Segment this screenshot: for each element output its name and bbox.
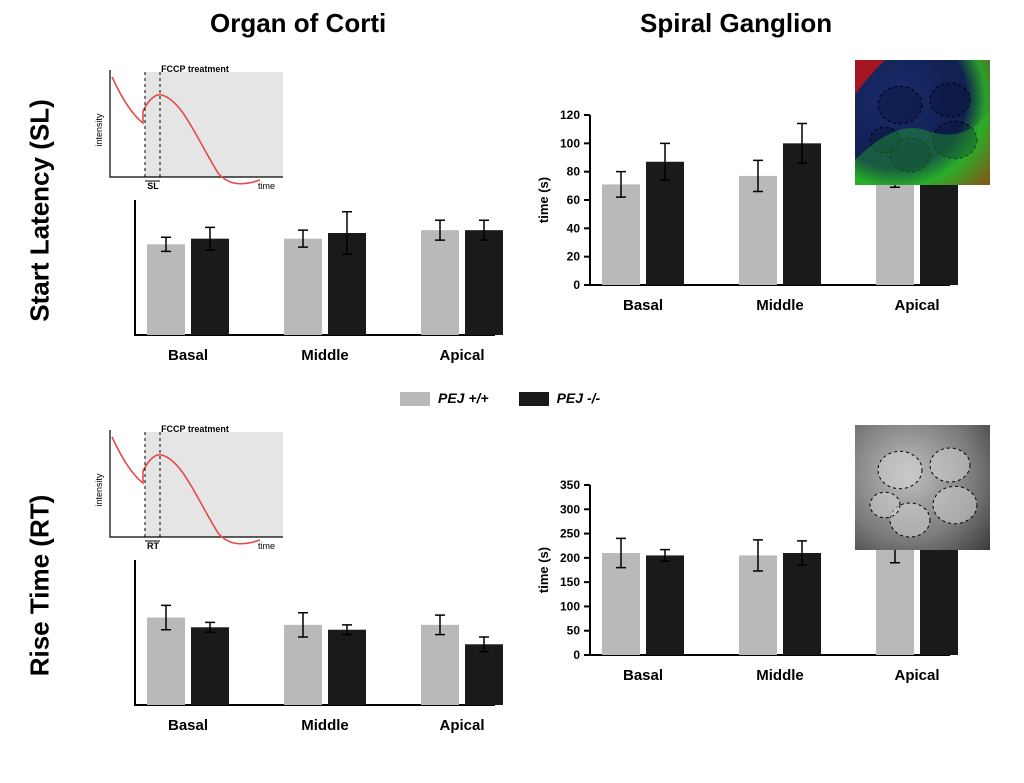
inset-curve-sl: intensity time SL FCCP treatment: [90, 60, 290, 200]
svg-text:120: 120: [560, 110, 580, 122]
legend-swatch-wt: [400, 392, 430, 406]
svg-text:Apical: Apical: [439, 717, 484, 734]
svg-text:Basal: Basal: [168, 347, 208, 364]
svg-text:350: 350: [560, 480, 580, 492]
svg-text:150: 150: [560, 575, 580, 589]
svg-text:FCCP treatment: FCCP treatment: [161, 424, 229, 434]
svg-text:Apical: Apical: [894, 667, 939, 684]
inset-microscopy-grayscale: [855, 425, 990, 550]
svg-text:intensity: intensity: [94, 113, 104, 147]
svg-text:Middle: Middle: [756, 667, 804, 684]
svg-text:300: 300: [560, 502, 580, 516]
svg-text:Middle: Middle: [756, 297, 804, 314]
svg-text:Basal: Basal: [168, 717, 208, 734]
legend: PEJ +/+ PEJ -/-: [400, 390, 600, 406]
svg-text:60: 60: [567, 193, 581, 207]
panel-organ-of-corti-rise-time: Basal Middle Apical: [80, 530, 505, 745]
svg-text:time: time: [258, 541, 275, 551]
col-header-right: Spiral Ganglion: [640, 8, 832, 39]
svg-text:Basal: Basal: [623, 297, 663, 314]
svg-text:0: 0: [573, 648, 580, 662]
legend-swatch-ko: [519, 392, 549, 406]
svg-text:FCCP treatment: FCCP treatment: [161, 64, 229, 74]
svg-text:250: 250: [560, 527, 580, 541]
svg-text:time (s): time (s): [536, 547, 551, 593]
legend-item-ko: PEJ -/-: [519, 390, 601, 406]
col-header-left: Organ of Corti: [210, 8, 386, 39]
svg-text:time (s): time (s): [536, 177, 551, 223]
svg-text:Middle: Middle: [301, 347, 349, 364]
row-header-bottom: Rise Time (RT): [25, 466, 56, 706]
svg-text:RT: RT: [147, 541, 159, 551]
svg-text:80: 80: [567, 165, 581, 179]
legend-item-wt: PEJ +/+: [400, 390, 489, 406]
svg-text:50: 50: [567, 624, 581, 638]
svg-text:20: 20: [567, 250, 581, 264]
svg-text:Apical: Apical: [894, 297, 939, 314]
svg-text:SL: SL: [147, 181, 159, 191]
legend-label-wt: PEJ +/+: [438, 390, 489, 406]
legend-label-ko: PEJ -/-: [557, 390, 601, 406]
inset-microscopy-fluorescence: [855, 60, 990, 185]
svg-text:time: time: [258, 181, 275, 191]
svg-text:100: 100: [560, 136, 580, 150]
row-header-top: Start Latency (SL): [25, 91, 56, 331]
svg-text:200: 200: [560, 551, 580, 565]
svg-text:Basal: Basal: [623, 667, 663, 684]
svg-text:intensity: intensity: [94, 473, 104, 507]
svg-text:Apical: Apical: [439, 347, 484, 364]
svg-text:40: 40: [567, 221, 581, 235]
svg-text:Middle: Middle: [301, 717, 349, 734]
inset-curve-rt: intensity time RT FCCP treatment: [90, 420, 290, 560]
svg-text:0: 0: [573, 278, 580, 292]
svg-text:100: 100: [560, 599, 580, 613]
